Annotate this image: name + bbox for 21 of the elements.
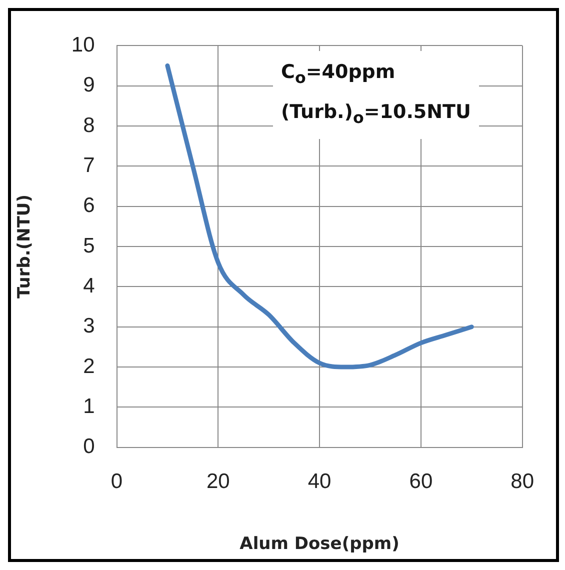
x-axis-title: Alum Dose(ppm) (240, 534, 400, 554)
y-tick-label: 9 (83, 74, 95, 97)
y-tick-label: 7 (83, 154, 95, 177)
y-tick-label: 4 (83, 274, 96, 298)
y-tick-label: 1 (83, 395, 95, 418)
x-tick-label: 40 (308, 470, 332, 493)
y-axis-title: Turb.(NTU) (14, 194, 35, 299)
x-tick-label: 60 (409, 470, 433, 493)
annotation: (Turb.)$_{o}$=10.5NTU (281, 100, 471, 129)
y-tick-label: 10 (71, 33, 95, 56)
x-tick-label: 20 (206, 470, 230, 493)
y-tick-label: 0 (83, 435, 95, 458)
annotation: C$_{o}$=40ppm (281, 60, 396, 89)
y-tick-label: 6 (83, 194, 95, 218)
y-tick-label: 5 (83, 234, 95, 258)
x-tick-label: 80 (510, 470, 534, 493)
line-series (165, 63, 474, 370)
y-tick-label: 8 (83, 114, 95, 137)
y-tick-label: 2 (83, 354, 95, 378)
x-tick-label: 0 (110, 470, 123, 493)
y-tick-label: 3 (83, 314, 95, 338)
